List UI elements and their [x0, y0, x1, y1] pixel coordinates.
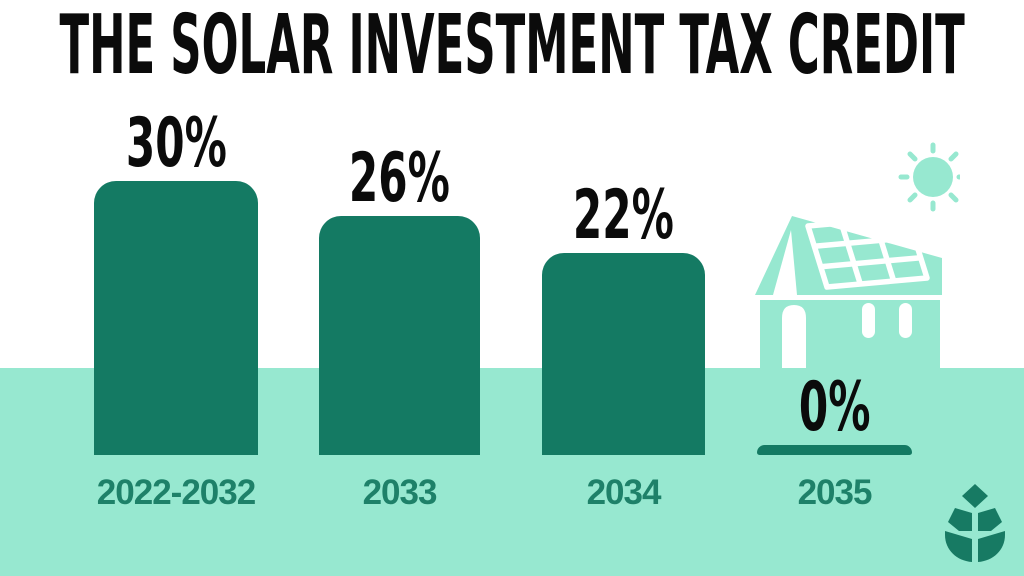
value-label: 0% — [798, 368, 871, 447]
bar — [94, 181, 258, 456]
roof-shape — [755, 216, 942, 295]
bar — [319, 216, 480, 455]
bar — [542, 253, 705, 455]
bar-group-2034: 22% 2034 — [542, 110, 705, 520]
door-shape — [782, 305, 806, 368]
leaf-logo-icon — [945, 484, 1005, 562]
page-title-text: THE SOLAR INVESTMENT TAX CREDIT — [59, 0, 965, 93]
bar-group-2022-2032: 30% 2022-2032 — [94, 110, 258, 520]
page-title: THE SOLAR INVESTMENT TAX CREDIT — [0, 5, 1024, 87]
category-label: 2034 — [586, 472, 662, 512]
category-label: 2022-2032 — [96, 472, 256, 512]
house-with-solar-panel-icon — [755, 142, 960, 368]
category-label: 2033 — [362, 472, 438, 512]
solar-panel-icon — [805, 214, 930, 290]
value-label: 30% — [125, 104, 227, 183]
bar-group-2033: 26% 2033 — [319, 110, 480, 520]
category-label: 2035 — [797, 472, 873, 512]
bar-group-2035: 0% 2035 — [757, 110, 912, 520]
window-shape — [862, 303, 875, 338]
value-label: 26% — [349, 139, 450, 218]
bar — [757, 445, 912, 455]
sun-icon — [898, 142, 960, 212]
value-label: 22% — [573, 176, 674, 255]
window-shape — [899, 303, 912, 338]
